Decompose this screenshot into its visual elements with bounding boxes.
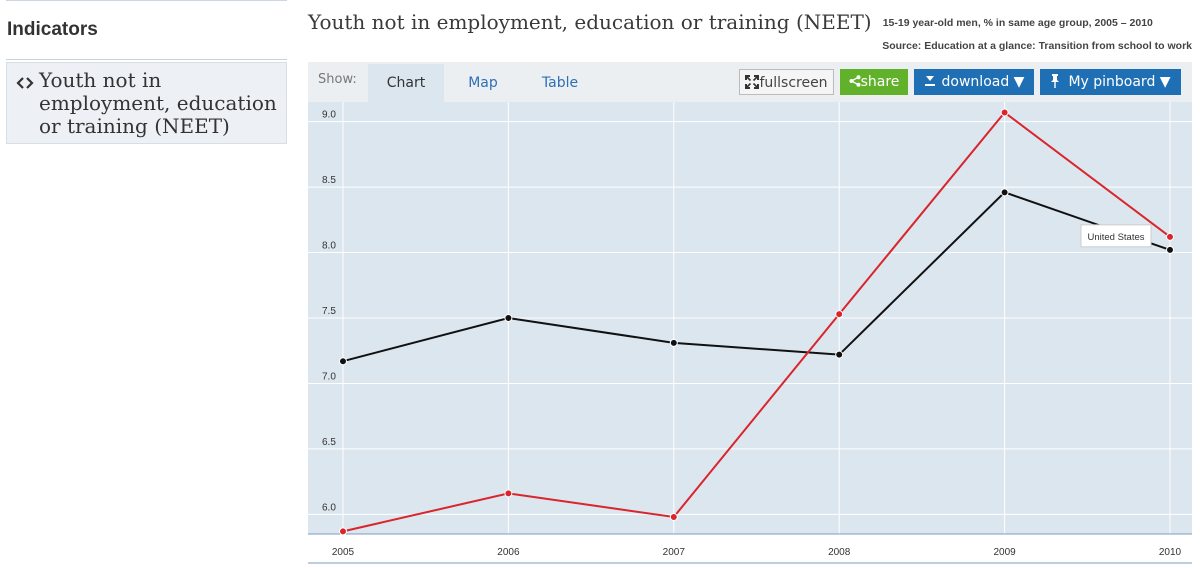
- data-point[interactable]: [339, 357, 347, 366]
- line-chart: 6.0 6.5 7.0 7.5 8.0 8.5 9.0 2005 2006 2007 2008 200…: [308, 102, 1192, 564]
- data-point[interactable]: [669, 338, 678, 347]
- data-point[interactable]: [1000, 108, 1009, 117]
- share-label: share: [860, 74, 900, 90]
- data-point[interactable]: [339, 527, 347, 536]
- data-point[interactable]: [1000, 188, 1009, 197]
- download-button[interactable]: download ▼: [914, 69, 1034, 95]
- x-tick-label: 2006: [497, 547, 520, 558]
- sidebar-item-neet[interactable]: Youth not in employment, education or tr…: [6, 62, 287, 144]
- x-tick-label: 2010: [1159, 547, 1182, 558]
- y-tick-label: 8.0: [322, 241, 336, 252]
- sidebar: Indicators Youth not in employment, educ…: [6, 0, 287, 144]
- title-row: Youth not in employment, education or tr…: [308, 10, 1153, 34]
- share-icon: [849, 75, 861, 87]
- tooltip-text: United States: [1087, 232, 1144, 243]
- toolbar: Show: Chart Map Table fullscreen share d…: [308, 62, 1192, 102]
- pinboard-label: My pinboard ▼: [1068, 74, 1171, 90]
- page-subtitle: 15-19 year-old men, % in same age group,…: [882, 17, 1153, 29]
- x-tick-label: 2008: [828, 547, 851, 558]
- data-point[interactable]: [504, 314, 513, 322]
- data-point[interactable]: [835, 350, 844, 359]
- sidebar-item-label: Youth not in employment, education or tr…: [39, 68, 277, 138]
- y-tick-label: 7.5: [322, 306, 336, 317]
- tab-table[interactable]: Table: [541, 75, 579, 91]
- x-tick-label: 2005: [332, 547, 355, 558]
- series-line-0[interactable]: [342, 191, 1171, 363]
- expand-icon: [745, 75, 760, 89]
- y-tick-label: 8.5: [322, 175, 336, 186]
- data-point[interactable]: [835, 310, 844, 319]
- x-tick-label: 2007: [663, 547, 686, 558]
- data-point[interactable]: [669, 512, 678, 521]
- data-point[interactable]: [504, 489, 513, 498]
- double-chevron-icon: [15, 75, 39, 94]
- x-tick-label: 2009: [993, 547, 1016, 558]
- tab-map[interactable]: Map: [468, 75, 498, 91]
- series-line-1[interactable]: [342, 111, 1171, 533]
- sidebar-title: Indicators: [6, 0, 287, 60]
- data-point[interactable]: [1166, 232, 1174, 241]
- chart-area: 6.0 6.5 7.0 7.5 8.0 8.5 9.0 2005 2006 2007 2008 200…: [308, 102, 1192, 564]
- y-tick-label: 7.0: [322, 371, 336, 382]
- y-tick-label: 6.5: [322, 437, 336, 448]
- download-icon: [924, 76, 935, 86]
- pin-icon: [1051, 74, 1060, 88]
- fullscreen-label: fullscreen: [759, 75, 828, 91]
- y-tick-label: 9.0: [322, 110, 336, 121]
- page-title: Youth not in employment, education or tr…: [308, 10, 872, 34]
- show-label: Show:: [318, 72, 357, 87]
- tab-chart[interactable]: Chart: [368, 64, 444, 102]
- data-point[interactable]: [1166, 245, 1174, 254]
- download-label: download ▼: [941, 74, 1025, 90]
- tooltip-box: [1080, 224, 1152, 248]
- fullscreen-button[interactable]: fullscreen: [739, 69, 834, 95]
- source-note: Source: Education at a glance: Transitio…: [882, 40, 1192, 52]
- y-tick-label: 6.0: [322, 502, 336, 513]
- pinboard-button[interactable]: My pinboard ▼: [1040, 69, 1181, 95]
- share-button[interactable]: share: [840, 69, 908, 95]
